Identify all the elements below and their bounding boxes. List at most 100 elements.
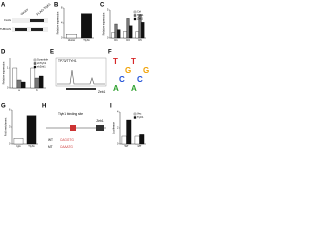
legend-label: Ctrl [137, 10, 141, 14]
logo-letter: T [113, 57, 118, 66]
x-tick-label: D1 [114, 38, 118, 42]
bar [114, 23, 118, 39]
exon [96, 125, 104, 131]
diagram-title: Ttyh1 binding site [58, 112, 83, 116]
panel-label: H [42, 104, 46, 110]
x-tick-label: MT [138, 144, 142, 148]
y-axis-label: Relative expression [2, 61, 6, 84]
legend-swatch [33, 65, 37, 69]
panel-label: F [108, 50, 112, 56]
peak-track [57, 69, 105, 85]
y-tick-label: 0 [61, 36, 63, 40]
y-axis-label: Relative expression [56, 11, 60, 34]
legend-swatch [133, 14, 137, 17]
bar [139, 134, 145, 145]
x-tick-label: Ttyh1 [83, 38, 90, 42]
bar [26, 115, 37, 145]
legend-swatch [133, 112, 137, 116]
figure: A Vector FLAG-Ttyh1 FLAG α-TUBULIN B Relative … [0, 2, 149, 149]
y-tick-label: 0 [107, 36, 109, 40]
legend-label: Ttyh1 [137, 115, 144, 119]
y-tick-label: 8 [61, 6, 63, 10]
blot-band [30, 19, 44, 22]
legend-swatch [33, 62, 37, 65]
bar [30, 67, 36, 89]
logo-letter: C [137, 75, 143, 84]
panel-label: G [1, 104, 6, 110]
legend-label: Vec [137, 112, 142, 116]
page: A Vector FLAG-Ttyh1 FLAG α-TUBULIN B Relative … [0, 0, 150, 157]
wt-seq: CAGGTG [60, 138, 74, 142]
y-tick-label: 3 [9, 125, 11, 129]
column-label: FLAG-Ttyh1 [36, 2, 52, 16]
x-tick-label: D3 [126, 38, 130, 42]
bar [38, 75, 44, 89]
legend-swatch [133, 10, 137, 14]
track-title: TP73/TTYH1 [58, 59, 77, 63]
y-axis-label: Luciferase [112, 121, 116, 134]
y-tick-label: 4 [61, 21, 63, 25]
logo-letter: A [131, 84, 137, 93]
bar [135, 31, 139, 39]
gene-model [66, 88, 96, 90]
bar [16, 79, 22, 89]
panel-label: A [1, 3, 6, 9]
x-tick-label: IgG [16, 144, 20, 148]
bar [117, 29, 121, 39]
bar [121, 135, 127, 145]
legend-swatch [133, 17, 137, 21]
legend-label: Ttyh1 [137, 13, 144, 17]
panel-label: D [1, 50, 6, 56]
legend-label: shZeb1 [37, 65, 46, 69]
legend-label: shTtyh1 [37, 61, 47, 65]
y-tick-label: 0 [117, 142, 119, 146]
mt-seq: CAAATG [60, 145, 73, 149]
bar [13, 138, 24, 145]
y-tick-label: 1 [7, 66, 9, 70]
panel-label: I [110, 104, 112, 110]
bar [141, 22, 145, 39]
bar [123, 31, 127, 39]
y-tick-label: 0 [7, 86, 9, 90]
legend-label: Zeb1 [137, 17, 143, 21]
y-tick-label: 5 [107, 8, 109, 12]
blot-band [31, 28, 43, 31]
bar [66, 34, 77, 39]
blot-strip [12, 27, 48, 32]
y-axis-label: Fold enrichment [4, 117, 8, 136]
x-tick-label: a [18, 89, 20, 92]
bar [81, 13, 92, 39]
row-label: α-TUBULIN [0, 27, 11, 31]
y-axis-label: Relative expression [102, 12, 106, 35]
y-tick-label: 2 [117, 126, 119, 130]
bar [20, 81, 26, 89]
logo-letter: C [119, 75, 125, 84]
bar [129, 25, 133, 39]
x-tick-label: WT [124, 144, 128, 148]
x-tick-label: Vector [68, 38, 75, 42]
bar [126, 119, 132, 145]
logo-letter: G [143, 66, 149, 75]
y-tick-label: 4 [117, 110, 119, 114]
x-tick-label: Ttyh1 [28, 144, 35, 148]
x-tick-label: b [36, 88, 38, 92]
legend-swatch [133, 116, 137, 119]
bar [34, 77, 40, 89]
mt-label: MT [48, 145, 53, 149]
blot-band [15, 28, 27, 31]
logo-letter: G [125, 66, 131, 75]
column-label: Vector [20, 7, 30, 16]
panel-label: B [54, 3, 59, 9]
row-label: FLAG [4, 18, 11, 22]
legend-label: Scramble [37, 58, 49, 62]
x-tick-label: D5 [138, 38, 142, 42]
y-tick-label: 6 [9, 108, 11, 112]
legend-swatch [33, 58, 37, 62]
track-frame [55, 57, 107, 87]
panel-label: C [100, 3, 105, 9]
logo-letter: A [113, 84, 119, 93]
y-tick-label: 0 [9, 142, 11, 146]
bar [12, 67, 18, 89]
bar [134, 135, 140, 145]
logo-letter: T [131, 57, 136, 66]
